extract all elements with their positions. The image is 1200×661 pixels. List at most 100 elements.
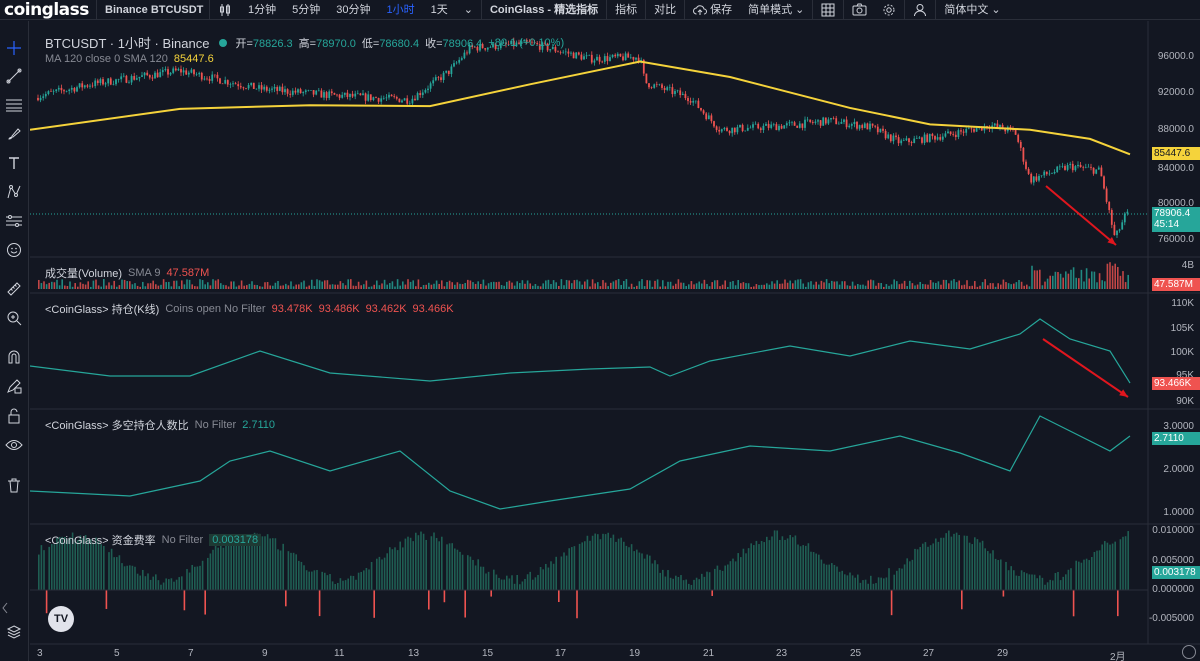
candle-body [1051, 173, 1053, 174]
symbol-selector[interactable]: Binance BTCUSDT [105, 3, 204, 16]
candle-body [590, 54, 593, 63]
emoji-icon[interactable] [3, 239, 25, 261]
volume-bar [506, 281, 508, 289]
tradingview-logo[interactable]: TV [48, 606, 74, 632]
user-icon[interactable] [905, 0, 935, 20]
volume-bar [612, 281, 615, 289]
candle-body [1040, 175, 1043, 177]
candle-body [148, 75, 151, 78]
candle-style-icon[interactable] [210, 0, 240, 20]
camera-icon[interactable] [844, 0, 874, 20]
funding-bar [56, 537, 58, 590]
settings-gear-icon[interactable] [1182, 645, 1196, 659]
funding-bar [669, 577, 672, 590]
mode-button[interactable]: 简单模式 ⌄ [740, 0, 812, 20]
lock-icon[interactable] [3, 405, 25, 427]
trash-icon[interactable] [3, 474, 25, 496]
trend-line-icon[interactable] [3, 65, 25, 87]
pattern-icon[interactable] [3, 181, 25, 203]
funding-bar [503, 579, 505, 590]
magnet-icon[interactable] [3, 346, 25, 368]
crosshair-icon[interactable] [3, 37, 25, 59]
funding-bar [292, 552, 295, 590]
volume-bar [519, 283, 521, 289]
candle-body [424, 90, 427, 93]
funding-bar [188, 572, 191, 590]
volume-bar [945, 279, 947, 289]
eye-icon[interactable] [3, 434, 25, 456]
volume-bar [971, 285, 973, 289]
funding-bar [116, 557, 118, 590]
funding-bar [651, 563, 654, 590]
indicators-button[interactable]: 指标 [615, 3, 638, 16]
candle-body [1045, 171, 1048, 175]
funding-bar [927, 546, 929, 590]
chart-canvas[interactable] [30, 21, 1200, 661]
coinglass-indicators-button[interactable]: CoinGlass - 精选指标 [489, 3, 599, 16]
chart-area[interactable]: BTCUSDT · 1小时 · Binance 开=78826.3 高=7897… [30, 21, 1200, 661]
candle-body [668, 87, 671, 88]
brush-icon[interactable] [3, 123, 25, 145]
ma-legend[interactable]: MA 120 close 0 SMA 120 85447.6 [45, 53, 214, 65]
ruler-icon[interactable] [3, 278, 25, 300]
interval-dropdown[interactable]: ⌄ [456, 0, 481, 20]
funding-bar [963, 535, 966, 590]
object-tree-icon[interactable] [3, 621, 25, 643]
candle-body [427, 88, 429, 91]
candle-body [159, 72, 162, 78]
candle-body [390, 94, 393, 97]
oi-legend[interactable]: <CoinGlass> 持仓(K线) Coins open No Filter … [45, 301, 454, 317]
funding-bar [51, 544, 53, 590]
volume-bar [40, 283, 43, 289]
funding-bar [69, 537, 71, 590]
language-selector[interactable]: 简体中文 ⌄ [936, 0, 1008, 20]
candle-body [130, 76, 133, 83]
interval-1m[interactable]: 1分钟 [248, 3, 277, 16]
volume-legend[interactable]: 成交量(Volume) SMA 9 47.587M [45, 265, 209, 281]
funding-legend[interactable]: <CoinGlass> 资金费率 No Filter 0.003178 [45, 532, 262, 548]
funding-bar [877, 577, 880, 590]
funding-bar [781, 536, 784, 590]
funding-bar [636, 549, 638, 590]
volume-bar [1000, 284, 1002, 289]
compare-button[interactable]: 对比 [654, 3, 677, 16]
candle-body [577, 52, 580, 55]
funding-bar [350, 575, 352, 590]
save-button[interactable]: 保存 [685, 0, 740, 20]
candle-body [208, 78, 211, 81]
candle-body [996, 123, 999, 128]
chart-title[interactable]: BTCUSDT · 1小时 · Binance [45, 36, 210, 51]
funding-bar [615, 541, 617, 590]
collapse-toolbar-icon[interactable] [0, 597, 10, 619]
funding-bar [859, 582, 862, 590]
volume-bar [220, 283, 222, 289]
volume-bar [386, 284, 388, 289]
funding-bar [883, 578, 885, 590]
layout-grid-icon[interactable] [813, 0, 843, 20]
measure-icon[interactable] [3, 210, 25, 232]
x-tick: 29 [997, 648, 1009, 659]
long-short-legend[interactable]: <CoinGlass> 多空持仓人数比 No Filter 2.7110 [45, 417, 275, 433]
zoom-in-icon[interactable] [3, 307, 25, 329]
interval-1h[interactable]: 1小时 [386, 3, 415, 16]
lock-pencil-icon[interactable] [3, 375, 25, 397]
volume-bar [664, 286, 667, 289]
funding-bar [175, 579, 178, 590]
funding-bar [1098, 550, 1101, 590]
funding-bar [194, 566, 196, 590]
funding-bar [833, 564, 836, 590]
volume-bar [1075, 277, 1077, 289]
interval-5m[interactable]: 5分钟 [292, 3, 321, 16]
volume-bar [142, 281, 144, 289]
candle-body [687, 98, 689, 102]
interval-1d[interactable]: 1天 [430, 3, 448, 16]
ls-label: <CoinGlass> 多空持仓人数比 [45, 420, 189, 432]
text-icon[interactable] [3, 152, 25, 174]
gear-icon[interactable] [874, 0, 904, 20]
interval-30m[interactable]: 30分钟 [336, 3, 371, 16]
funding-bar [854, 577, 856, 590]
funding-bar [1109, 544, 1111, 590]
coinglass-logo[interactable]: coinglass [4, 0, 89, 20]
funding-bar [508, 578, 511, 590]
horizontal-lines-icon[interactable] [3, 94, 25, 116]
